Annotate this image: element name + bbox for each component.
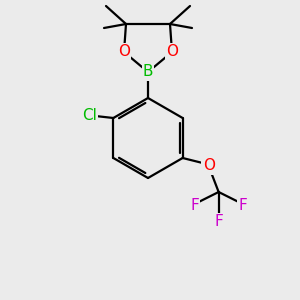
Text: O: O — [202, 158, 214, 173]
Text: F: F — [238, 199, 247, 214]
Text: Cl: Cl — [82, 109, 97, 124]
Text: O: O — [118, 44, 130, 59]
Text: B: B — [143, 64, 153, 80]
Text: F: F — [214, 214, 223, 230]
Text: O: O — [166, 44, 178, 59]
Text: F: F — [190, 199, 199, 214]
